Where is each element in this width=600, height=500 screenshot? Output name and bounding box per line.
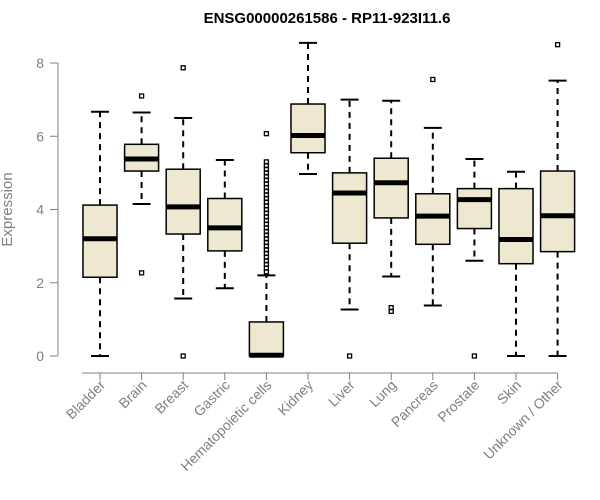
- iqr-box: [498, 187, 534, 265]
- chart-title: ENSG00000261586 - RP11-923I11.6: [204, 10, 451, 27]
- outlier-point: [346, 353, 353, 359]
- box-kidney: [290, 41, 326, 175]
- box-prostate: [456, 157, 493, 359]
- iqr-box: [539, 170, 576, 253]
- iqr-box: [456, 187, 493, 230]
- outlier-point: [388, 305, 394, 311]
- x-tick-label: Prostate: [434, 377, 482, 425]
- y-tick-label: 0: [36, 348, 44, 364]
- iqr-box: [248, 321, 285, 357]
- box-liver: [331, 98, 368, 359]
- iqr-box: [415, 193, 451, 246]
- x-tick-label: Liver: [325, 377, 358, 410]
- box-hematopoietic-cells: [248, 131, 285, 358]
- x-tick-label: Kidney: [275, 377, 317, 419]
- x-tick-label: Brain: [115, 377, 149, 411]
- x-tick-label: Skin: [494, 377, 525, 408]
- iqr-box: [290, 103, 326, 154]
- iqr-box: [207, 197, 243, 252]
- x-tick-label: Breast: [151, 377, 191, 417]
- outlier-point: [138, 93, 145, 99]
- iqr-box: [331, 172, 368, 244]
- iqr-box: [373, 157, 409, 219]
- outlier-point: [263, 131, 270, 137]
- box-bladder: [82, 110, 118, 357]
- y-tick-label: 6: [36, 128, 44, 144]
- outlier-point: [430, 76, 436, 83]
- box-lung: [373, 99, 409, 314]
- box-pancreas: [415, 76, 451, 307]
- y-tick-label: 4: [36, 202, 44, 218]
- outlier-point: [180, 353, 186, 359]
- x-tick-label: Lung: [366, 377, 399, 410]
- box-unknown-other: [539, 42, 576, 357]
- y-axis-label: Expression: [0, 172, 16, 246]
- outlier-point: [263, 159, 270, 165]
- box-brain: [123, 93, 160, 276]
- box-breast: [165, 65, 201, 359]
- box-gastric: [207, 159, 243, 290]
- box-skin: [498, 170, 534, 357]
- y-axis-ticks: 0 2 4 6 8: [36, 55, 58, 364]
- x-tick-label: Bladder: [63, 377, 109, 423]
- outlier-point: [471, 353, 478, 359]
- y-tick-label: 8: [36, 55, 44, 71]
- plot-area: [82, 41, 576, 359]
- outlier-point: [138, 270, 145, 276]
- y-tick-label: 2: [36, 275, 44, 291]
- outlier-point: [180, 65, 186, 71]
- iqr-box: [165, 168, 201, 235]
- x-tick-label: Unknown / Other: [480, 377, 566, 463]
- outlier-point: [554, 42, 561, 48]
